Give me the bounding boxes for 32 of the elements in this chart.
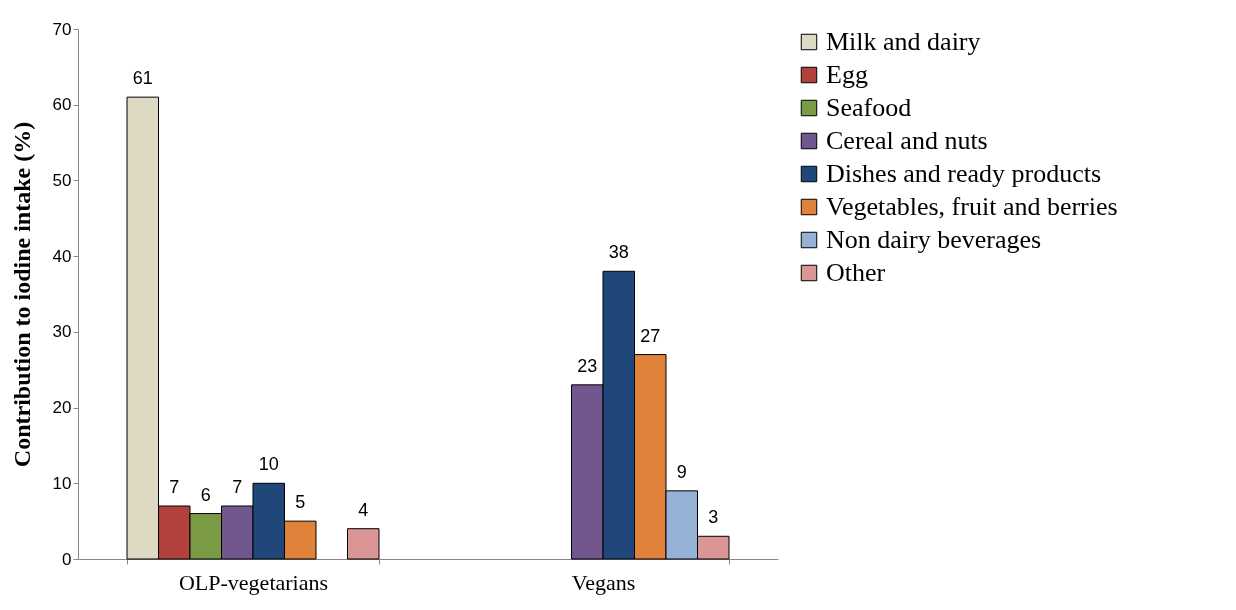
y-tick-label: 60 [52,95,72,115]
data-label: 61 [132,68,153,89]
y-tick-label: 50 [52,170,72,190]
legend-label: Other [826,258,886,287]
y-axis-title: Contribution to iodine intake (%) [8,121,35,468]
data-label: 5 [295,492,306,513]
y-tick-label: 70 [52,19,72,39]
data-label: 7 [232,477,243,497]
x-tick-label: Vegans [571,569,636,595]
legend-label: Seafood [826,93,912,122]
y-tick-label: 40 [52,246,72,266]
legend-label: Non dairy beverages [826,225,1042,254]
data-label: 6 [200,484,211,505]
y-tick-label: 0 [62,549,72,569]
data-label: 3 [708,507,719,528]
y-tick-label: 30 [52,322,72,342]
legend-label: Vegetables, fruit and berries [826,192,1118,221]
data-label: 38 [608,242,629,263]
data-label: 4 [358,499,369,520]
data-label: 27 [640,325,661,346]
legend-label: Milk and dairy [826,27,981,56]
legend-label: Egg [826,60,868,89]
data-label: 23 [577,355,598,376]
x-tick-label: OLP-vegetarians [178,569,329,595]
data-label: 9 [676,461,687,482]
data-label: 10 [258,454,279,475]
legend-label: Dishes and ready products [826,159,1102,188]
data-label: 7 [169,477,180,497]
legend-label: Cereal and nuts [826,126,988,155]
y-tick-label: 10 [52,473,72,493]
y-tick-label: 20 [52,398,72,418]
bar [347,528,380,560]
